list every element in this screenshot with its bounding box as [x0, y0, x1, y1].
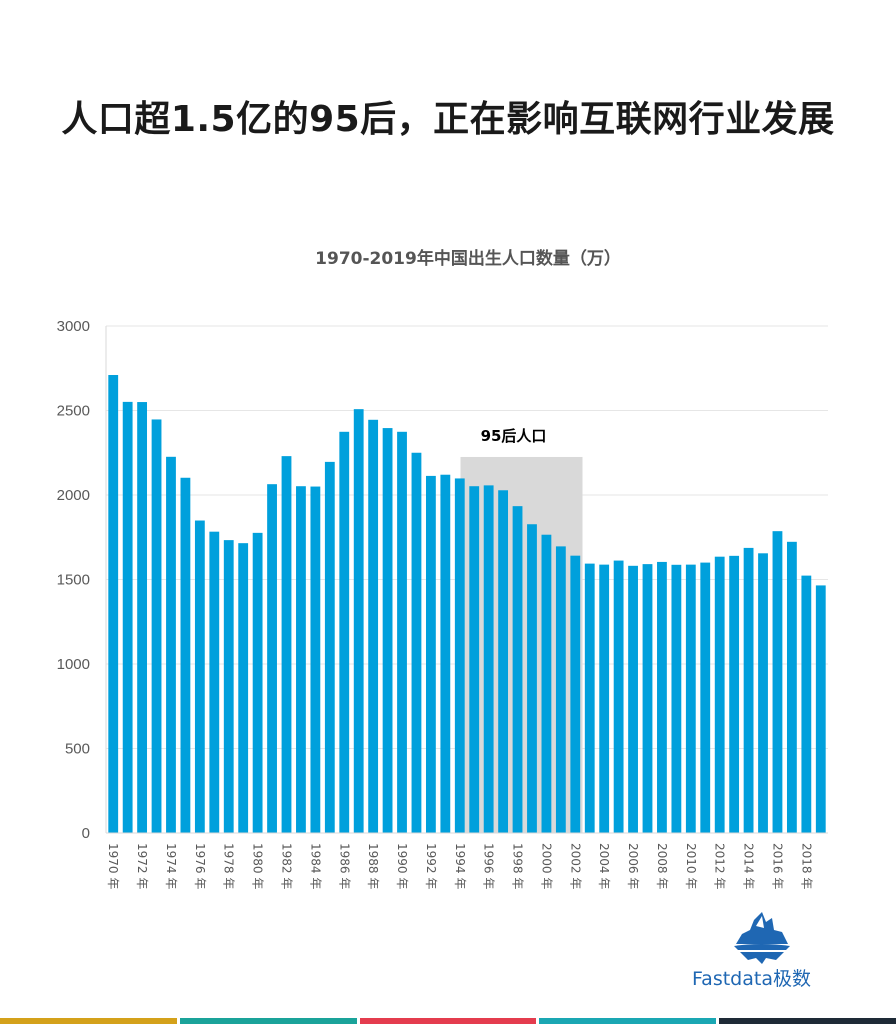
bar [786, 541, 797, 833]
chart-title: 1970-2019年中国出生人口数量（万） [315, 249, 621, 269]
y-tick-label: 1500 [57, 572, 90, 589]
x-tick-label: 2002 年 [568, 843, 582, 889]
bar [469, 486, 480, 833]
bar [801, 575, 812, 833]
y-tick-label: 1000 [57, 656, 90, 673]
x-tick-label: 2008 年 [655, 843, 669, 889]
x-tick-label: 1994 年 [453, 843, 467, 889]
bar [729, 555, 740, 833]
x-tick-label: 2004 年 [597, 843, 611, 889]
bar [397, 431, 407, 833]
y-tick-label: 2500 [57, 403, 90, 420]
bar [758, 553, 768, 833]
footer-color-segment [179, 1018, 357, 1024]
x-tick-label: 2006 年 [626, 843, 640, 889]
bar [714, 556, 725, 833]
bar-chart: 0 500 1000 1500 2000 2500 3000 95后人口 1970 年 1972 … [57, 318, 828, 889]
bar [815, 585, 826, 833]
bar [223, 540, 234, 833]
footer-color-segment [539, 1018, 717, 1024]
bar [324, 461, 335, 833]
bar [440, 474, 451, 833]
bar [527, 524, 537, 833]
bar [368, 419, 379, 833]
x-tick-label: 1980 年 [251, 843, 265, 889]
bar [166, 456, 176, 833]
x-tick-label: 1986 年 [337, 843, 351, 889]
x-tick-label: 1990 年 [395, 843, 409, 889]
footer-color-bar [0, 1018, 896, 1024]
y-tick-label: 0 [82, 825, 90, 842]
bar [122, 401, 133, 833]
bar [194, 520, 205, 833]
bar [541, 534, 552, 833]
x-tick-label: 1996 年 [482, 843, 496, 889]
footer-color-segment [0, 1018, 177, 1024]
x-tick-label: 2016 年 [770, 843, 784, 889]
bar [613, 560, 624, 833]
bar [700, 562, 711, 833]
x-tick-label: 1972 年 [135, 843, 149, 889]
bar [267, 484, 277, 833]
x-tick-label: 2010 年 [684, 843, 698, 889]
bar [772, 531, 783, 833]
bar [743, 547, 754, 833]
iceberg-icon [734, 912, 790, 964]
bar [555, 546, 566, 833]
bar [151, 419, 162, 833]
bar [137, 402, 148, 833]
bar [310, 486, 321, 833]
bar [353, 409, 364, 833]
bar [382, 428, 393, 833]
x-tick-label: 2000 年 [539, 843, 553, 889]
bar [108, 375, 119, 833]
bar [425, 475, 436, 833]
x-tick-label: 2012 年 [713, 843, 727, 889]
bar [209, 531, 220, 833]
bar [599, 564, 610, 833]
bar [296, 486, 306, 833]
x-tick-label: 1998 年 [511, 843, 525, 889]
bar [252, 532, 263, 833]
x-tick-label: 1978 年 [222, 843, 236, 889]
x-tick-label: 1988 年 [366, 843, 380, 889]
bar [584, 563, 595, 833]
bar [281, 456, 292, 833]
brand-name: Fastdata极数 [692, 968, 811, 990]
bar [180, 477, 191, 833]
bar [657, 561, 667, 833]
bar [642, 564, 653, 833]
footer-color-segment [359, 1018, 537, 1024]
highlight-label: 95后人口 [481, 427, 547, 445]
bar [238, 543, 249, 833]
bar [570, 555, 581, 833]
page-headline: 人口超1.5亿的95后，正在影响互联网行业发展 [61, 99, 835, 140]
bar [483, 485, 494, 833]
bar [339, 431, 350, 833]
y-tick-label: 500 [65, 741, 90, 758]
bar [498, 490, 509, 833]
x-tick-label: 1982 年 [280, 843, 294, 889]
x-tick-label: 1974 年 [164, 843, 178, 889]
bar [454, 478, 465, 833]
bar [628, 565, 638, 833]
x-tick-label: 1984 年 [308, 843, 322, 889]
y-tick-label: 2000 [57, 487, 90, 504]
footer-color-segment [719, 1018, 896, 1024]
x-tick-label: 1970 年 [106, 843, 120, 889]
bar [411, 452, 422, 833]
x-tick-label: 1992 年 [424, 843, 438, 889]
bar [512, 506, 523, 833]
bar [671, 564, 682, 833]
y-tick-label: 3000 [57, 318, 90, 335]
bar [685, 564, 696, 833]
x-tick-label: 2018 年 [799, 843, 813, 889]
x-tick-label: 1976 年 [193, 843, 207, 889]
x-tick-label: 2014 年 [742, 843, 756, 889]
